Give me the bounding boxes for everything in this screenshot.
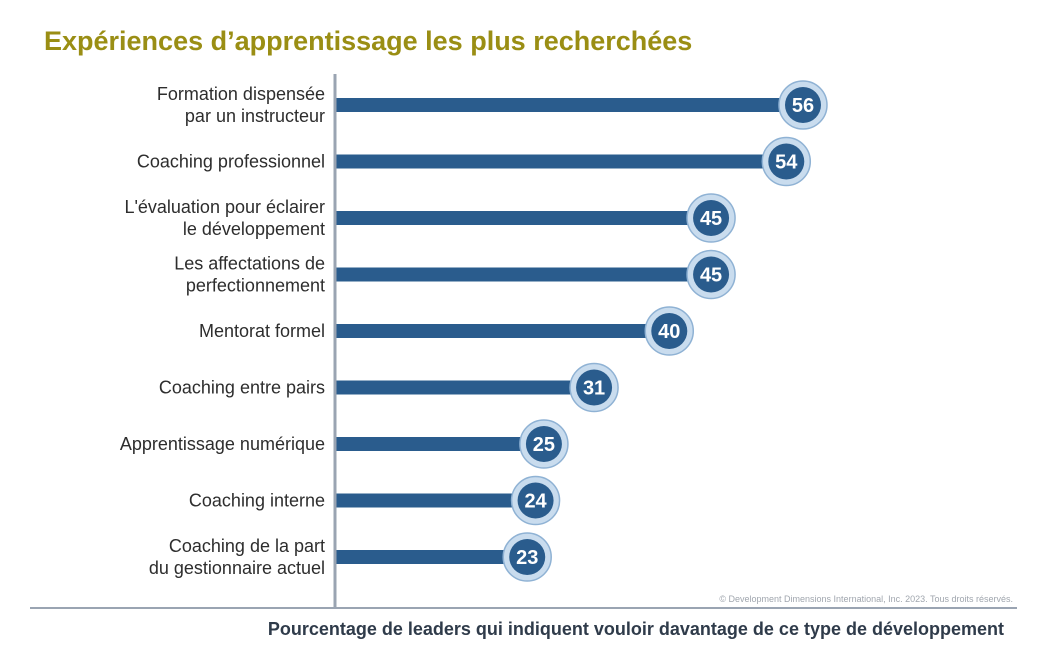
category-label: L'évaluation pour éclairer le développeme…	[124, 197, 325, 239]
category-label: Coaching entre pairs	[159, 378, 325, 398]
copyright-notice: © Development Dimensions International, …	[719, 594, 1013, 604]
category-label-line: Coaching entre pairs	[159, 378, 325, 398]
data-label: 56	[792, 95, 814, 117]
value-badge	[693, 200, 730, 236]
value-badge	[525, 426, 562, 462]
data-label: 45	[700, 208, 722, 230]
value-badge	[517, 482, 554, 519]
category-label-line: Coaching professionnel	[137, 152, 325, 172]
category-label-line: Les affectations de	[174, 254, 325, 274]
data-label: 45	[700, 265, 722, 287]
value-badge	[785, 87, 821, 123]
data-label: 25	[533, 434, 555, 456]
bar	[335, 437, 544, 451]
bar	[335, 493, 536, 508]
category-label: Apprentissage numérique	[120, 434, 325, 454]
value-badge	[768, 143, 805, 180]
category-label-line: Apprentissage numérique	[120, 434, 325, 454]
category-label: Coaching professionnel	[137, 152, 325, 172]
category-label: Mentorat formel	[199, 321, 325, 341]
category-label-line: le développement	[183, 219, 325, 239]
value-badge	[576, 369, 613, 406]
category-label-line: Coaching de la part	[169, 536, 325, 556]
category-label: Coaching de la part du gestionnaire actue…	[149, 536, 325, 578]
data-label: 40	[658, 321, 680, 343]
category-label-line: Coaching interne	[189, 491, 325, 511]
bar	[335, 211, 712, 225]
category-label-line: L'évaluation pour éclairer	[124, 197, 325, 217]
bar	[335, 324, 670, 338]
bar	[335, 380, 595, 395]
bar	[335, 267, 712, 282]
bar	[335, 98, 803, 112]
value-badge	[651, 313, 688, 349]
data-label: 31	[583, 378, 605, 400]
data-label: 24	[524, 491, 547, 513]
category-label: Les affectations de perfectionnement	[174, 254, 325, 296]
labels-layer: Formation dispensée par un instructeur Coa…	[120, 84, 325, 578]
category-label-line: perfectionnement	[186, 276, 325, 296]
value-badge	[509, 539, 546, 575]
data-label: 54	[775, 152, 798, 174]
category-label: Formation dispensée par un instructeur	[157, 84, 325, 126]
category-label-line: par un instructeur	[185, 106, 325, 126]
category-label-line: Mentorat formel	[199, 321, 325, 341]
category-label-line: du gestionnaire actuel	[149, 558, 325, 578]
bar	[335, 154, 787, 169]
x-axis-label: Pourcentage de leaders qui indiquent vou…	[267, 619, 1004, 639]
data-label: 23	[516, 547, 538, 569]
category-label: Coaching interne	[189, 491, 325, 511]
chart-title: Expériences d’apprentissage les plus rec…	[44, 26, 693, 56]
category-label-line: Formation dispensée	[157, 84, 325, 104]
bar	[335, 550, 528, 564]
bars-layer: 56 54 45 45 40 31 25 24 23	[335, 80, 828, 582]
value-badge	[693, 256, 730, 293]
